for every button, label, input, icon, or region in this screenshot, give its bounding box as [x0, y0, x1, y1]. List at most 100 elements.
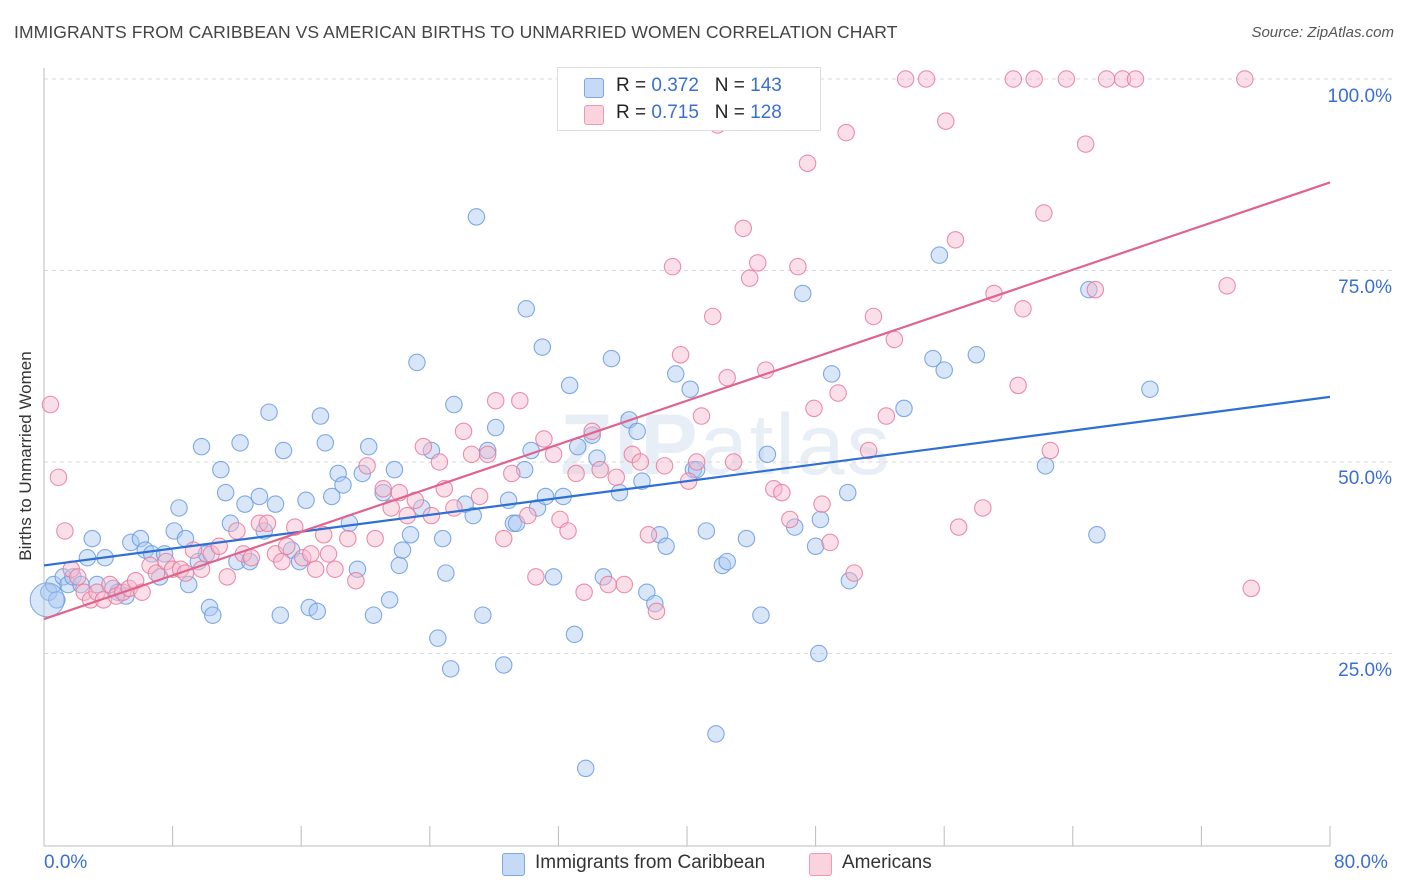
source-label: Source: ZipAtlas.com: [1251, 24, 1394, 41]
caribbean-point: [274, 441, 293, 460]
caribbean-point: [838, 483, 857, 502]
bottom-legend-swatch-caribbean: [502, 853, 525, 876]
caribbean-point: [260, 403, 278, 421]
americans-point: [1035, 204, 1053, 222]
caribbean-point: [441, 660, 460, 678]
americans-point: [607, 468, 626, 487]
americans-point: [503, 464, 521, 483]
americans-point: [535, 430, 553, 448]
legend-r-label: R =: [616, 102, 652, 123]
caribbean-point: [364, 606, 383, 624]
caribbean-point: [216, 483, 235, 502]
americans-point: [671, 346, 690, 364]
caribbean-point: [1141, 380, 1159, 398]
americans-point: [454, 422, 473, 441]
caribbean-point: [602, 349, 621, 368]
americans-point: [1076, 135, 1095, 153]
caribbean-point: [486, 418, 505, 437]
americans-point: [314, 526, 333, 544]
americans-point: [56, 522, 74, 540]
caribbean-point: [48, 591, 66, 609]
americans-point: [258, 514, 277, 533]
legend-n-value: 143: [750, 75, 782, 96]
caribbean-point: [192, 437, 211, 456]
americans-point: [591, 460, 609, 479]
caribbean-point: [329, 464, 347, 483]
americans-point: [478, 445, 497, 464]
y-tick-25: 25.0%: [1338, 660, 1392, 681]
legend-swatch-americans: [584, 105, 604, 125]
americans-point: [781, 510, 799, 529]
americans-point: [805, 399, 823, 418]
caribbean-point: [515, 460, 534, 479]
caribbean-point: [565, 625, 584, 644]
americans-point: [414, 437, 433, 456]
caribbean-point: [359, 437, 378, 456]
americans-point: [1057, 70, 1076, 88]
americans-point: [813, 495, 831, 513]
americans-point: [864, 307, 883, 326]
americans-point: [382, 499, 400, 517]
y-tick-100: 100.0%: [1327, 86, 1392, 107]
americans-point: [277, 537, 296, 556]
americans-point: [326, 560, 344, 578]
americans-point: [49, 468, 68, 487]
americans-point: [1218, 277, 1236, 295]
caribbean-point: [793, 284, 812, 303]
americans-point: [1025, 70, 1043, 88]
bottom-legend-swatch-americans: [809, 853, 832, 876]
caribbean-point: [1080, 280, 1098, 299]
caribbean-point: [935, 361, 953, 379]
stats-legend: R = 0.372 N = 143 R = 0.715 N = 128: [557, 67, 821, 131]
legend-swatch-caribbean: [584, 78, 604, 98]
americans-point: [430, 453, 449, 471]
bottom-legend-label-caribbean: Immigrants from Caribbean: [535, 852, 766, 873]
trend-lines: [43, 181, 1331, 621]
caribbean-point: [758, 445, 777, 464]
watermark-atlas: atlas: [699, 397, 892, 493]
americans-point: [974, 499, 992, 517]
legend-r-value: 0.715: [651, 102, 699, 123]
americans-point: [885, 330, 904, 349]
caribbean-point: [266, 495, 285, 513]
caribbean-point: [122, 533, 140, 552]
americans-point: [228, 522, 246, 540]
americans-point: [829, 384, 847, 402]
americans-point: [486, 391, 505, 410]
americans-point: [273, 552, 291, 571]
caribbean-point: [924, 349, 942, 368]
caribbean-point: [1036, 457, 1055, 475]
americans-point: [1086, 280, 1105, 299]
caribbean-point: [393, 541, 412, 559]
legend-r-value: 0.372: [651, 75, 699, 96]
y-tick-50: 50.0%: [1338, 468, 1392, 489]
caribbean-point: [385, 460, 404, 479]
caribbean-point: [437, 564, 455, 582]
caribbean-point: [236, 495, 254, 513]
americans-point: [1004, 70, 1023, 88]
y-tick-75: 75.0%: [1338, 277, 1392, 298]
americans-point: [655, 457, 674, 475]
caribbean-point: [967, 346, 986, 364]
legend-n-label: N =: [714, 102, 751, 123]
caribbean-point: [718, 552, 736, 571]
caribbean-point: [311, 407, 330, 425]
americans-point: [41, 395, 60, 414]
americans-point: [1041, 441, 1060, 460]
americans-point: [859, 441, 878, 460]
americans-point: [339, 529, 357, 548]
y-axis-label: Births to Unmarried Women: [16, 351, 35, 561]
caribbean-point: [930, 246, 949, 264]
caribbean-point: [494, 656, 513, 674]
legend-n-value: 128: [750, 102, 782, 123]
caribbean-point: [429, 629, 447, 647]
americans-point: [631, 453, 650, 471]
americans-point: [242, 548, 261, 567]
americans-point: [302, 545, 320, 563]
x-tick-min: 0.0%: [44, 852, 88, 873]
caribbean-point: [170, 499, 188, 517]
americans-point: [724, 453, 743, 471]
caribbean-point: [588, 449, 606, 467]
caribbean-point: [697, 522, 716, 540]
americans-trend-line: [43, 181, 1331, 621]
